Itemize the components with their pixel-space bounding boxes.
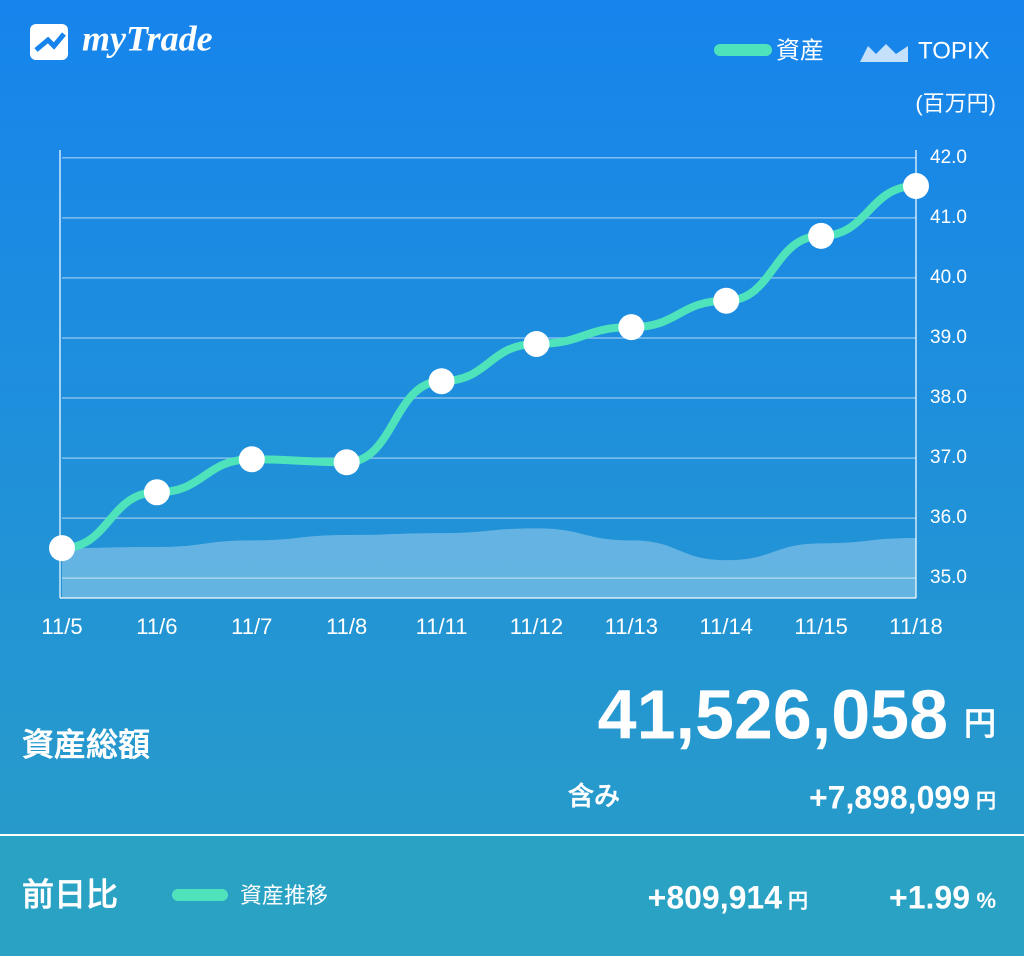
x-tick-label: 11/12 [510,614,563,639]
change-unit: 円 [788,890,808,912]
y-tick-label: 36.0 [930,507,967,528]
x-tick-label: 11/11 [416,614,468,639]
gain-label: 含み [568,781,620,811]
total-label: 資産総額 [22,726,150,762]
point [808,222,835,249]
gain-unit: 円 [976,790,996,812]
total-value: 41,526,058 [598,675,948,753]
y-tick-label: 38.0 [930,387,967,408]
unit-label: (百万円) [915,91,996,116]
y-tick-label: 41.0 [930,207,967,228]
point [143,479,170,506]
total-unit: 円 [964,705,996,741]
point [333,449,360,476]
x-tick-label: 11/6 [136,614,177,639]
point [49,535,75,562]
x-tick-label: 11/7 [231,614,272,639]
area [62,528,916,598]
change-value: +809,914 [648,879,783,915]
point [903,173,929,200]
x-tick-label: 11/5 [41,614,82,639]
x-tick-label: 11/15 [794,614,847,639]
x-tick-label: 11/8 [326,614,367,639]
y-tick-label: 40.0 [930,267,967,288]
daily-band [0,836,1024,956]
plot: 35.0 36.0 37.0 38.0 39.0 40.0 41.0 42.0 11/5 11/6… [41,147,967,639]
daily-legend: 資産推移 [240,883,328,908]
x-tick-label: 11/18 [889,614,942,639]
y-tick-label: 37.0 [930,447,967,468]
y-tick-label: 35.0 [930,567,967,588]
percent-unit: % [976,888,996,913]
x-tick-label: 11/13 [605,614,658,639]
legend-label: 資産 [776,37,824,64]
point [428,368,455,395]
x-tick-label: 11/14 [700,614,753,639]
logo-icon [30,24,68,60]
change-percent: +1.99 [889,879,970,915]
point [523,330,550,357]
y-tick-label: 42.0 [930,147,967,168]
legend-label: TOPIX [918,37,990,64]
point [618,314,645,341]
line [58,182,920,553]
y-tick-label: 39.0 [930,327,967,348]
legend-swatch [860,44,908,62]
app-name: myTrade [82,18,213,58]
point [238,446,265,473]
daily-label: 前日比 [22,876,118,912]
gain-value: +7,898,099 [809,779,970,815]
point [713,287,740,314]
